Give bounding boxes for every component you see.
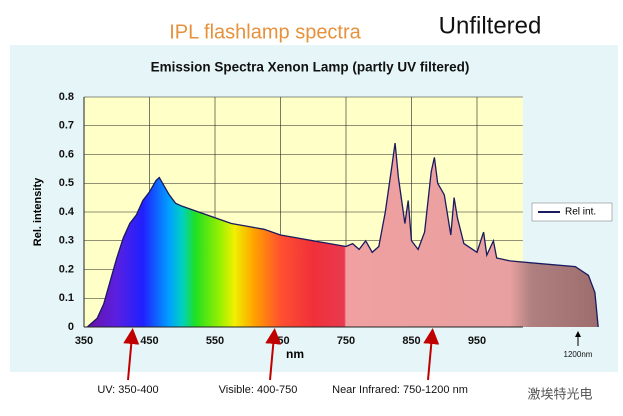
y-tick-label: 0.2 — [59, 263, 74, 275]
x-tick-label: 850 — [402, 335, 420, 347]
x-tick-label: 950 — [468, 335, 486, 347]
annotation: 1200nm — [564, 350, 593, 359]
watermark: 激埃特光电 — [527, 386, 592, 401]
legend-label: Rel int. — [565, 207, 596, 218]
y-tick-label: 0 — [68, 321, 74, 333]
y-axis-label: Rel. intensity — [32, 177, 44, 246]
x-tick-label: 450 — [140, 335, 158, 347]
spectrum-line — [86, 142, 599, 328]
annotation: Visible: 400-750 — [219, 384, 298, 396]
legend-box — [531, 202, 613, 222]
annotation-arrow — [265, 328, 282, 381]
y-tick-label: 0.6 — [59, 148, 74, 160]
annotation: UV: 350-400 — [97, 384, 158, 396]
spectrum-area — [87, 143, 599, 327]
annotation-arrow — [423, 328, 440, 381]
x-tick-label: 550 — [206, 335, 224, 347]
y-tick-label: 0.3 — [59, 235, 74, 247]
y-tick-label: 0.1 — [59, 292, 74, 304]
y-tick-label: 0.7 — [59, 120, 74, 132]
annotation-arrow — [123, 328, 140, 381]
y-tick-label: 0.5 — [59, 177, 74, 189]
annotation: Near Infrared: 750-1200 nm — [332, 384, 468, 396]
slide-title: IPL flashlamp spectra — [169, 21, 361, 43]
badge: Unfiltered — [439, 12, 542, 39]
x-axis-label: nm — [286, 347, 304, 361]
chart-title: Emission Spectra Xenon Lamp (partly UV f… — [151, 60, 470, 75]
y-tick-label: 0.4 — [59, 206, 75, 218]
y-tick-label: 0.8 — [59, 91, 74, 103]
x-tick-label: 750 — [337, 335, 355, 347]
x-tick-label: 350 — [75, 335, 93, 347]
